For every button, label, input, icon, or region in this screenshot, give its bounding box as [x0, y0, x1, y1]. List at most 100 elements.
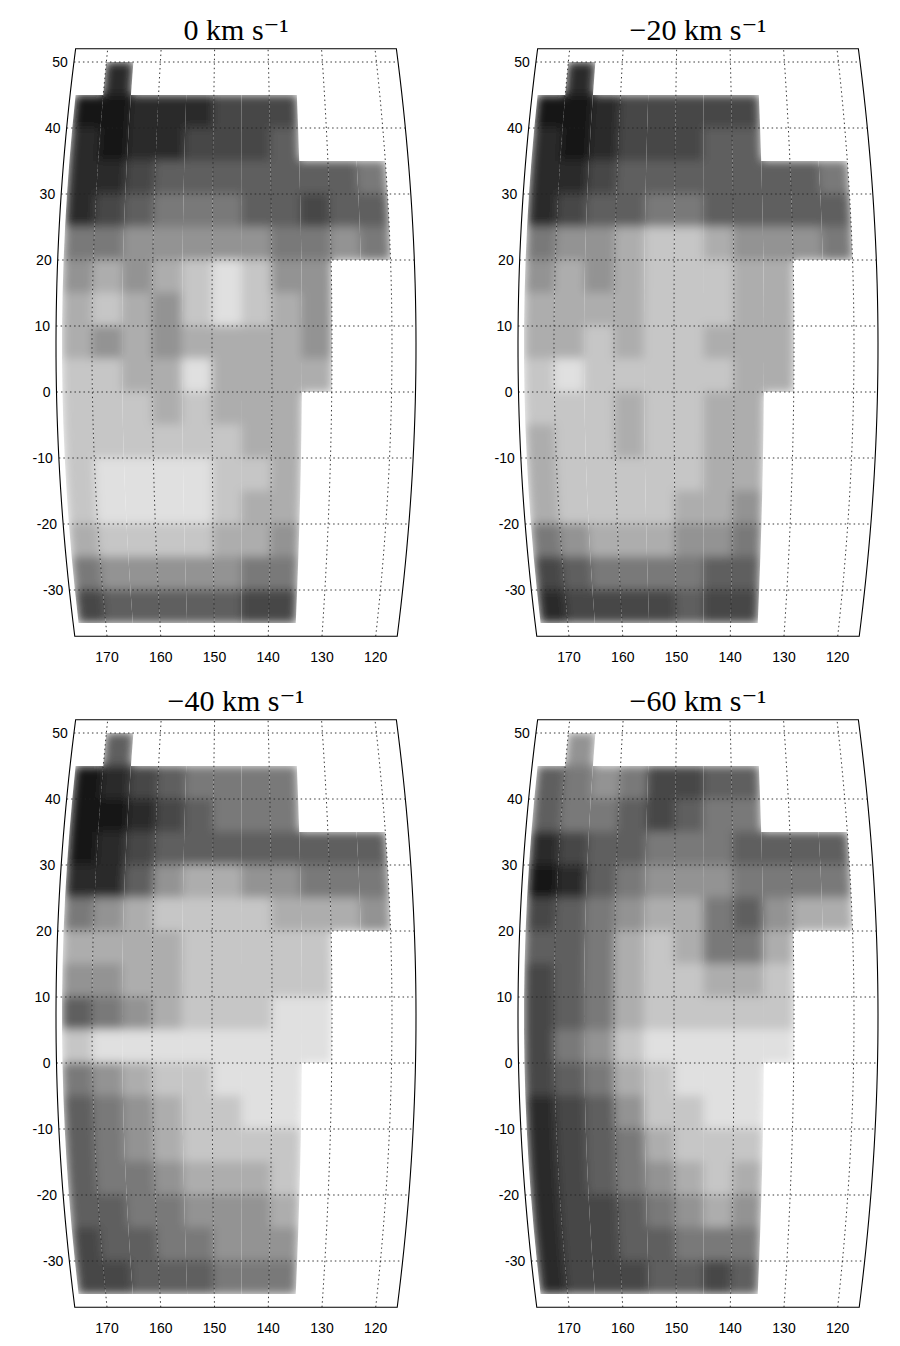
cell [153, 425, 183, 458]
lat-label: 30 [40, 857, 56, 873]
parallel [521, 458, 875, 459]
cell [62, 359, 92, 392]
cell [127, 799, 157, 832]
meridian [92, 720, 108, 1307]
parallel [69, 590, 402, 591]
frame [518, 720, 878, 1307]
cell [357, 832, 388, 865]
cell [272, 359, 302, 392]
lat-label: -10 [495, 1121, 515, 1137]
cell [272, 260, 302, 293]
lon-label: 170 [557, 1320, 581, 1336]
cell [242, 766, 270, 799]
cell [299, 161, 329, 194]
cell [675, 161, 704, 194]
meridian [614, 720, 623, 1307]
cell [704, 964, 734, 997]
cell [675, 557, 703, 590]
cell [212, 425, 242, 458]
cell [554, 359, 584, 392]
parallel [56, 392, 415, 393]
cell [153, 1096, 183, 1129]
cell [301, 260, 331, 293]
cell [155, 1195, 185, 1228]
cell [565, 62, 595, 95]
meridian [92, 49, 108, 636]
cell [183, 194, 213, 227]
panel: -30-20-1001020304050170160150140130120−6… [495, 684, 878, 1336]
cell [614, 964, 644, 997]
cell [733, 1162, 763, 1195]
cell [212, 997, 242, 1030]
intensity-map [524, 733, 853, 1294]
lon-label: 150 [665, 649, 689, 665]
cell [182, 1063, 212, 1096]
graticule [56, 49, 416, 636]
lat-label: 0 [43, 384, 51, 400]
cell [674, 293, 704, 326]
cell [534, 557, 565, 590]
parallel [525, 1195, 871, 1196]
cell [676, 1261, 704, 1294]
cell [63, 1096, 94, 1129]
cell [584, 1030, 614, 1063]
cell [269, 590, 298, 623]
cell [272, 1063, 302, 1096]
cell [242, 524, 271, 557]
parallel [69, 1261, 402, 1262]
cell [122, 392, 152, 425]
cell [555, 931, 586, 964]
cell [271, 1162, 301, 1195]
cell [122, 997, 152, 1030]
cell [585, 227, 615, 260]
cell [644, 326, 674, 359]
graticule [518, 49, 878, 636]
cell [271, 425, 301, 458]
cell [242, 799, 271, 832]
cell [675, 491, 704, 524]
cell [644, 359, 674, 392]
cell [242, 931, 272, 964]
meridian [784, 49, 794, 636]
cell [675, 832, 704, 865]
graticule [518, 720, 878, 1307]
cell [704, 359, 734, 392]
cell [557, 194, 588, 227]
cell [614, 392, 644, 425]
cell [733, 1129, 763, 1162]
cell [302, 326, 332, 359]
cell [269, 766, 298, 799]
cell [153, 227, 183, 260]
cell [560, 799, 591, 832]
lat-label: 10 [35, 989, 51, 1005]
cell [675, 1162, 704, 1195]
lat-label: 0 [43, 1055, 51, 1071]
cell [213, 1228, 241, 1261]
cell [584, 359, 614, 392]
cell [156, 128, 186, 161]
cell [674, 865, 703, 898]
cell [731, 1228, 760, 1261]
cell [615, 425, 645, 458]
parallel [525, 524, 871, 525]
cell [589, 1195, 619, 1228]
cell [615, 194, 645, 227]
plot-area [524, 733, 853, 1294]
cell [65, 1129, 96, 1162]
cell [330, 898, 361, 931]
cell [616, 1162, 646, 1195]
cell [328, 161, 358, 194]
cell [675, 1195, 704, 1228]
cell [732, 1195, 761, 1228]
cell [534, 95, 565, 128]
cell [615, 458, 645, 491]
parallel [63, 1195, 409, 1196]
lat-label: 50 [52, 725, 68, 741]
cell [124, 194, 154, 227]
cell [242, 964, 272, 997]
lat-label: -20 [499, 516, 519, 532]
cell [527, 194, 558, 227]
lat-label: 10 [35, 318, 51, 334]
cell [764, 964, 794, 997]
panel: -30-20-10010203040501701601501401301200 … [33, 13, 416, 665]
